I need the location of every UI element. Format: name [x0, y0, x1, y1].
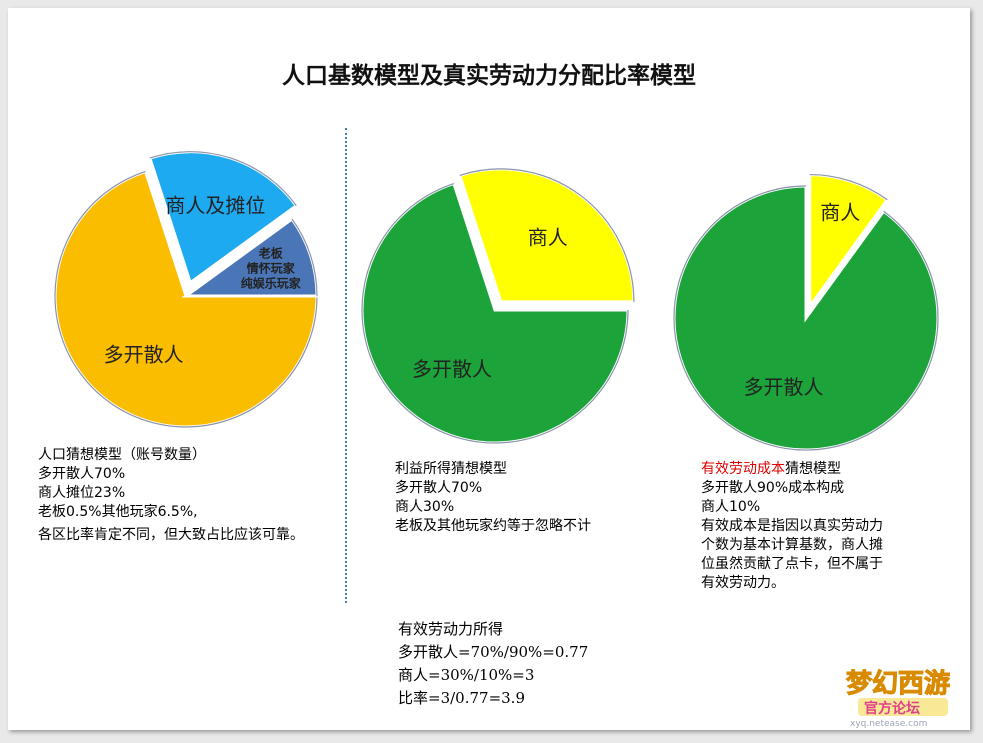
text-line: 多开散人70% — [395, 480, 483, 496]
pie-slice-label: 商人 — [820, 200, 860, 224]
pie-slice-edge — [459, 168, 635, 302]
population-model-text: 人口猜想模型（账号数量） 多开散人70% 商人摊位23% 老板0.5%其他玩家6… — [38, 446, 304, 545]
slide-title: 人口基数模型及真实劳动力分配比率模型 — [282, 62, 696, 89]
forum-watermark-logo: 梦幻西游 官方论坛 xyq.netease.com — [838, 658, 968, 730]
text-line: 商人30% — [395, 499, 455, 515]
text-line: 个数为基本计算基数，商人摊 — [701, 537, 883, 553]
effective-labor-summary: 有效劳动力所得 多开散人=70%/90%=0.77 商人=30%/10%=3 比… — [398, 618, 588, 710]
highlight-text: 有效劳动成本 — [701, 461, 785, 477]
pie-slice-edge — [291, 218, 318, 297]
text-line: 商人=30%/10%=3 — [398, 666, 535, 684]
pie-slice-label: 商人 — [528, 225, 568, 249]
pie-chart-3: 多开散人 商人 — [672, 173, 940, 452]
dotted-divider — [345, 128, 347, 603]
pie-slice-label: 老板情怀玩家纯娱乐玩家 — [241, 246, 302, 291]
text-line: 多开散人=70%/90%=0.77 — [398, 643, 589, 661]
text-line: 有效劳动力。 — [701, 575, 785, 591]
text-line: 多开散人70% — [38, 466, 126, 482]
text-fragment: 猜想模型 — [785, 461, 841, 477]
text-line: 老板及其他玩家约等于忽略不计 — [395, 518, 591, 534]
watermark-logo-text: 梦幻西游 — [846, 669, 950, 699]
pie-slice-edge — [809, 173, 888, 201]
text-line: 多开散人90%成本构成 — [701, 480, 845, 496]
text-line: 人口猜想模型（账号数量） — [38, 447, 206, 463]
watermark-url-text: xyq.netease.com — [850, 719, 927, 728]
text-line: 有效劳动力所得 — [398, 620, 504, 638]
text-line: 位虽然贡献了点卡，但不属于 — [701, 556, 883, 572]
text-line: 商人摊位23% — [38, 485, 126, 501]
watermark-sub-text: 官方论坛 — [864, 700, 920, 717]
pie-chart-2: 多开散人 商人 — [360, 167, 636, 445]
profit-model-text: 利益所得猜想模型 多开散人70% 商人30% 老板及其他玩家约等于忽略不计 — [395, 460, 591, 536]
text-line: 商人10% — [701, 499, 761, 515]
pie-slice-edge — [54, 170, 318, 428]
watermark-graphic: 梦幻西游 官方论坛 xyq.netease.com — [846, 669, 951, 730]
labor-cost-model-text: 有效劳动成本猜想模型 多开散人90%成本构成 商人10% 有效成本是指因以真实劳… — [701, 460, 883, 593]
text-line: 有效劳动成本猜想模型 — [701, 460, 883, 479]
text-line: 比率=3/0.77=3.9 — [398, 689, 525, 707]
pie-slice-edge — [361, 182, 629, 444]
pie-slice-label: 商人及摊位 — [165, 193, 265, 217]
text-line: 老板0.5%其他玩家6.5%, — [38, 504, 198, 520]
text-line: 各区比率肯定不同，但大致占比应该可靠。 — [38, 527, 304, 543]
pie-slice-label: 多开散人 — [412, 357, 492, 381]
text-line: 利益所得猜想模型 — [395, 461, 507, 477]
pie-slice-edge — [673, 185, 939, 451]
pie-slice-label: 多开散人 — [104, 342, 184, 366]
text-line: 有效成本是指因以真实劳动力 — [701, 518, 883, 534]
pie-slice — [672, 184, 940, 452]
pie-slice-label: 多开散人 — [744, 375, 824, 399]
pie-slice-edge — [149, 151, 297, 207]
